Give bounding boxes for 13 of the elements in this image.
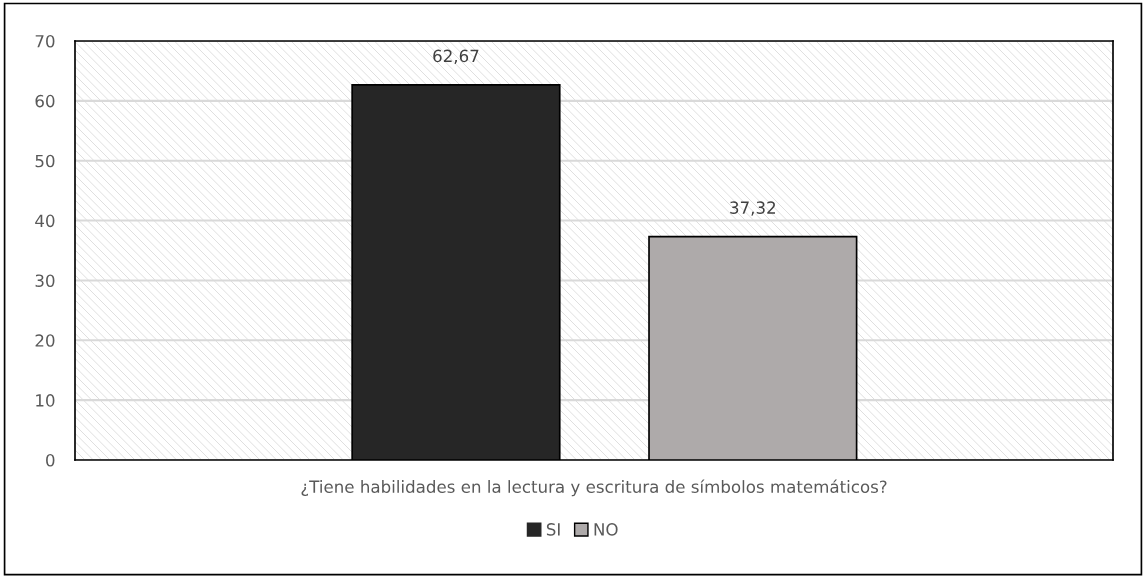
legend-label: SI <box>546 523 560 536</box>
legend-label: NO <box>594 523 618 536</box>
y-tick-label: 30 <box>35 274 55 287</box>
y-tick-label: 60 <box>35 94 55 108</box>
y-tick-label: 40 <box>35 214 55 228</box>
y-tick-label: 0 <box>46 453 55 467</box>
x-tick-label: ¿Tiene habilidades en la lectura y escritura de símbolos matemáticos? <box>301 479 887 497</box>
text: 37,32 <box>730 201 775 216</box>
y-tick-label: 20 <box>35 334 55 347</box>
y-tick-label: 50 <box>35 154 55 168</box>
y-tick-label: 10 <box>36 394 55 407</box>
text: 62,67 <box>433 49 479 64</box>
y-tick-label: 70 <box>35 34 55 48</box>
